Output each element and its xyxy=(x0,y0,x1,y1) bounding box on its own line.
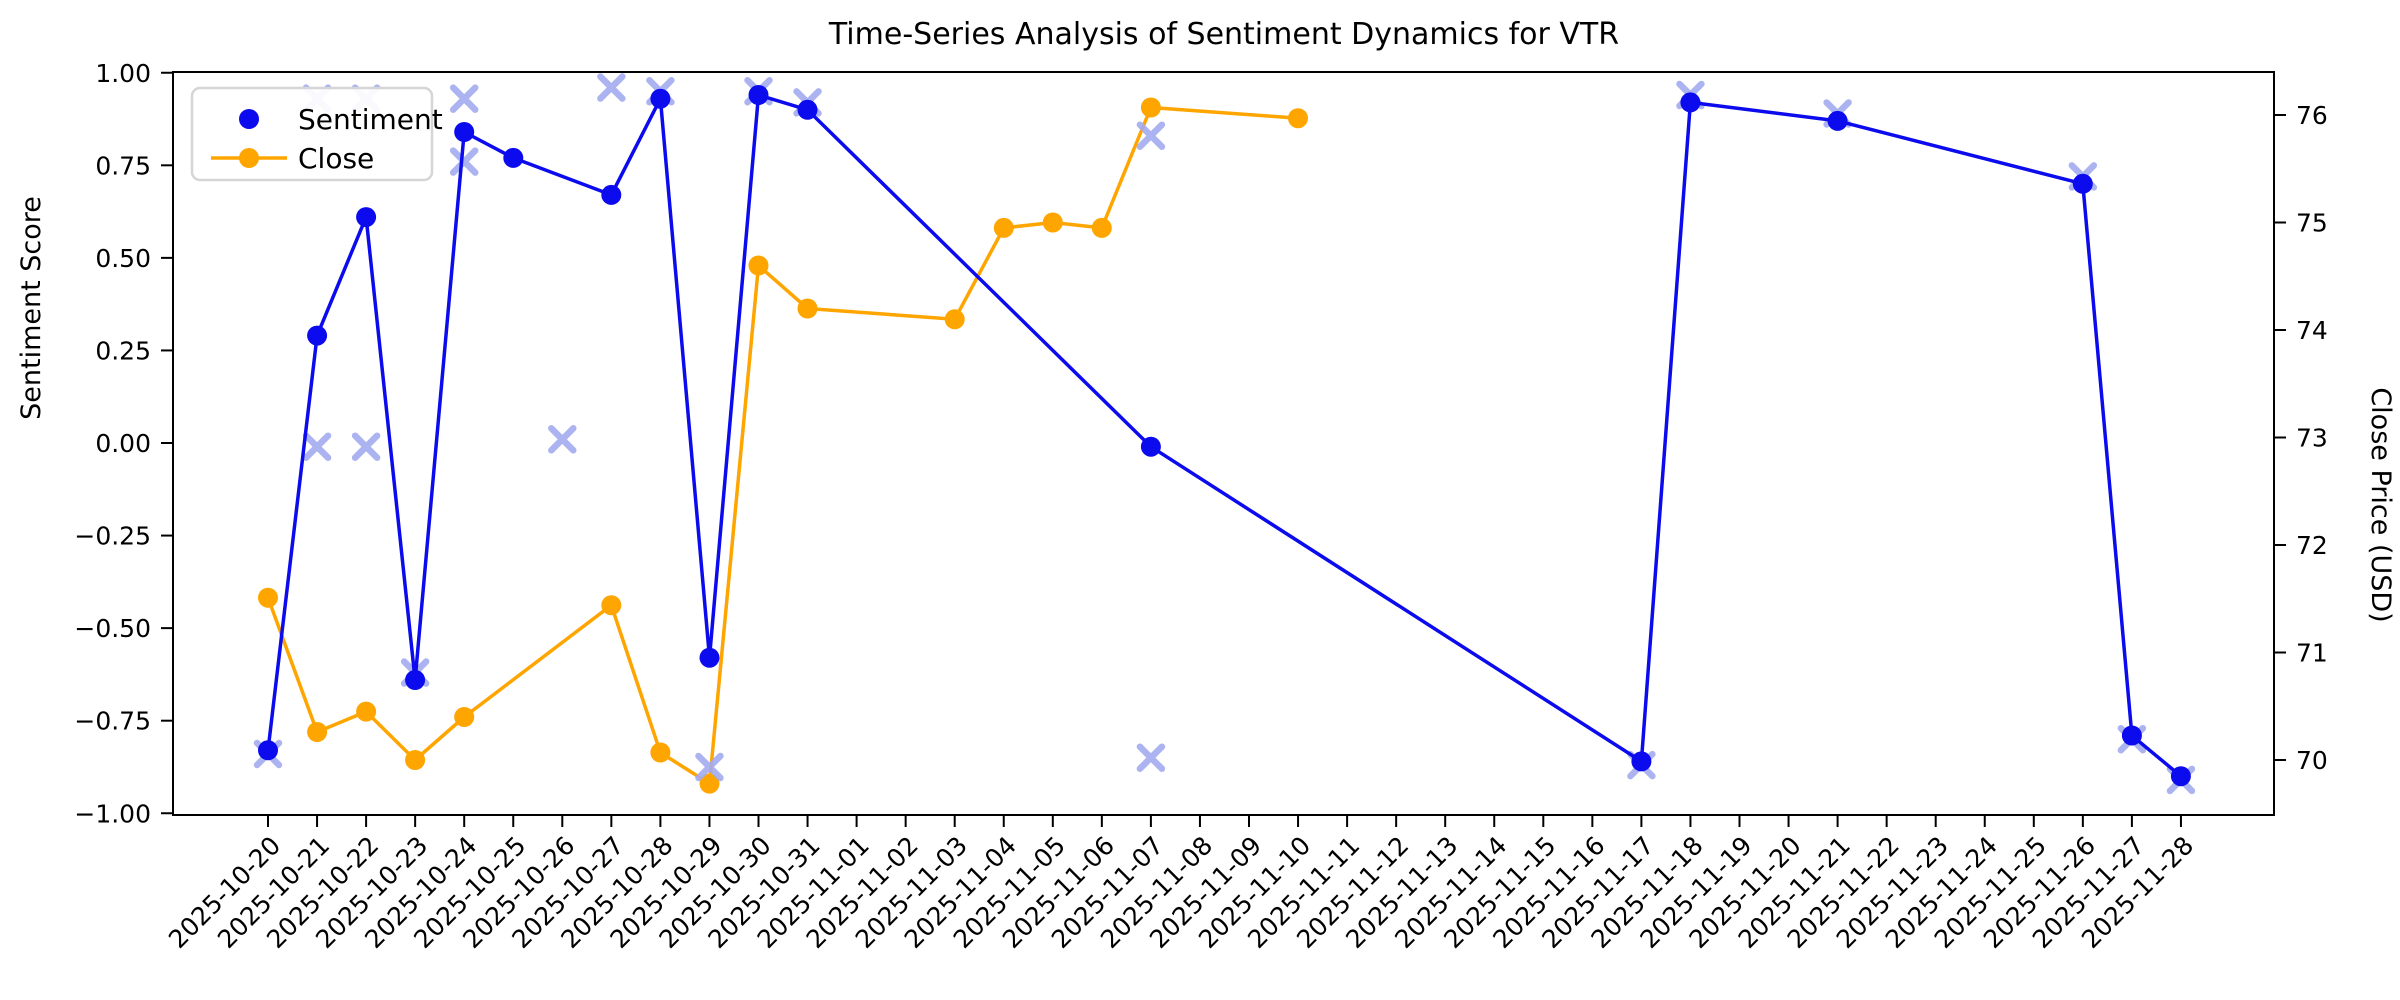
sentiment-series xyxy=(258,85,2191,787)
close-point xyxy=(1140,97,1161,118)
close-point xyxy=(748,255,769,276)
legend: Sentiment Close xyxy=(190,86,443,182)
close-point xyxy=(356,701,377,722)
legend-sentiment-marker xyxy=(239,109,259,129)
sentiment-point xyxy=(601,184,622,205)
y-left-tick-label: 0.50 xyxy=(95,244,151,273)
y-left-tick-label: −0.75 xyxy=(74,707,151,736)
sentiment-point xyxy=(797,99,818,120)
raw-sentiment-x-marker xyxy=(548,425,577,454)
chart-title: Time-Series Analysis of Sentiment Dynami… xyxy=(828,17,1619,52)
close-point xyxy=(601,595,622,616)
sentiment-point xyxy=(699,647,720,668)
raw-sentiment-x-marker xyxy=(351,432,381,461)
plot-border xyxy=(172,71,2275,816)
sentiment-point xyxy=(1631,751,1652,772)
close-point xyxy=(1042,212,1063,233)
axes: 1.00 0.75 0.50 0.25 0.00 −0.25 −0.50 −0.75 −1.00… xyxy=(74,59,2327,954)
close-point xyxy=(944,309,965,330)
sentiment-point xyxy=(1140,436,1161,457)
sentiment-point xyxy=(2170,766,2191,787)
close-point xyxy=(699,773,720,794)
sentiment-point xyxy=(2072,173,2093,194)
y-right-tick-label: 75 xyxy=(2296,209,2328,238)
close-point xyxy=(454,707,475,727)
raw-sentiment-x-marker xyxy=(597,73,626,102)
close-point xyxy=(1091,217,1112,238)
sentiment-point xyxy=(1680,92,1701,113)
close-point xyxy=(797,298,818,319)
sentiment-point xyxy=(1827,110,1848,131)
sentiment-point xyxy=(258,740,278,761)
close-point xyxy=(258,587,278,608)
legend-close-label: Close xyxy=(298,142,374,175)
y-right-tick-label: 74 xyxy=(2296,316,2328,345)
sentiment-line xyxy=(266,93,2183,778)
sentiment-point xyxy=(307,325,328,346)
y-axis-left-label: Sentiment Score xyxy=(16,196,47,420)
y-left-tick-label: 0.25 xyxy=(95,336,151,365)
y-left-tick-label: 0.00 xyxy=(95,429,151,458)
sentiment-point xyxy=(405,670,426,690)
legend-close-marker xyxy=(239,148,259,168)
raw-sentiment-x-marker xyxy=(449,147,479,176)
close-point xyxy=(1288,108,1308,129)
y-left-tick-label: 1.00 xyxy=(95,59,151,88)
sentiment-point xyxy=(2121,725,2142,746)
y-left-tick-label: 0.75 xyxy=(95,151,151,180)
raw-sentiment-x-marker xyxy=(302,432,332,461)
sentiment-point xyxy=(454,122,475,142)
close-line xyxy=(266,105,1299,786)
y-left-tick-label: −0.50 xyxy=(74,614,151,643)
y-right-tick-label: 72 xyxy=(2296,531,2328,560)
raw-sentiment-scatter xyxy=(253,73,2196,795)
legend-sentiment-label: Sentiment xyxy=(298,103,443,136)
sentiment-point xyxy=(356,207,377,228)
raw-sentiment-x-marker xyxy=(1136,743,1166,772)
raw-sentiment-x-marker xyxy=(695,752,724,782)
y-right-tick-label: 71 xyxy=(2296,639,2328,668)
y-left-tick-label: −0.25 xyxy=(74,522,151,551)
y-axis-right-label: Close Price (USD) xyxy=(2365,387,2396,622)
sentiment-point xyxy=(748,85,769,105)
close-series xyxy=(258,97,1308,794)
sentiment-point xyxy=(650,88,671,109)
close-point xyxy=(650,742,671,763)
y-left-tick-label: −1.00 xyxy=(74,799,151,828)
raw-sentiment-x-marker xyxy=(1136,121,1166,150)
raw-sentiment-x-marker xyxy=(449,84,479,113)
y-right-tick-label: 70 xyxy=(2296,746,2328,775)
y-right-tick-label: 73 xyxy=(2296,424,2328,453)
sentiment-point xyxy=(503,147,524,168)
close-point xyxy=(993,217,1014,238)
close-point xyxy=(307,722,328,742)
y-right-tick-label: 76 xyxy=(2296,101,2328,130)
close-point xyxy=(405,750,426,770)
